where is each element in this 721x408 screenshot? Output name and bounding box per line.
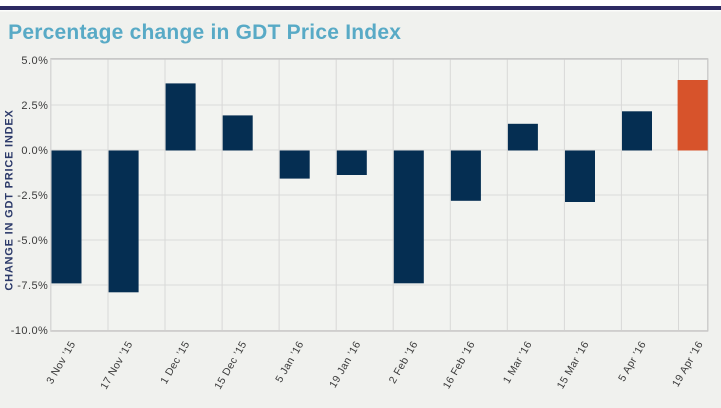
svg-text:-2.5%: -2.5%	[17, 190, 48, 202]
svg-text:0.0%: 0.0%	[21, 145, 48, 157]
svg-text:CHANGE IN GDT PRICE INDEX: CHANGE IN GDT PRICE INDEX	[4, 109, 16, 290]
svg-text:-5.0%: -5.0%	[17, 235, 48, 247]
svg-text:2.5%: 2.5%	[21, 100, 48, 112]
svg-text:Percentage change in GDT Price: Percentage change in GDT Price Index	[8, 21, 401, 44]
svg-text:-10.0%: -10.0%	[11, 325, 49, 337]
svg-text:5.0%: 5.0%	[21, 55, 48, 67]
svg-text:-7.5%: -7.5%	[17, 280, 48, 292]
